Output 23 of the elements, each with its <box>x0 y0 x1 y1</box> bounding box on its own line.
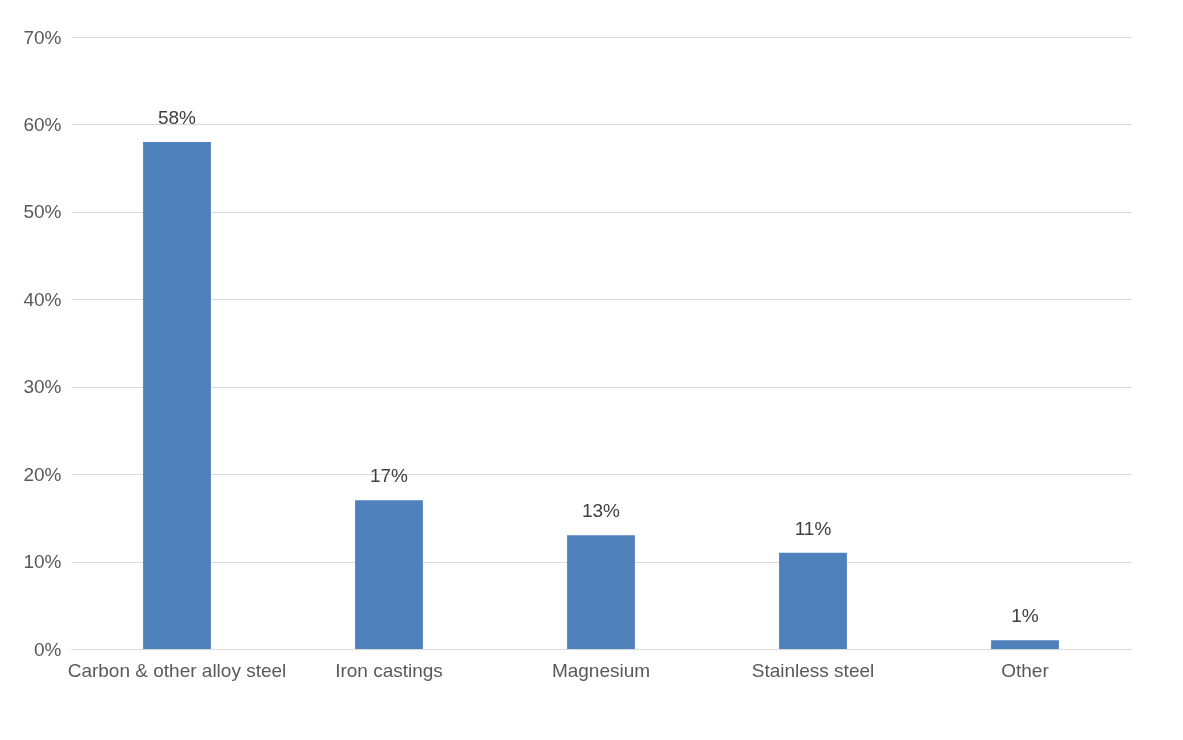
bar <box>567 535 635 649</box>
y-tick-label: 60% <box>23 113 62 135</box>
x-tick-label: Stainless steel <box>751 659 875 681</box>
data-label: 58% <box>157 106 197 128</box>
y-tick-label: 50% <box>23 201 62 223</box>
bar <box>143 141 211 649</box>
y-tick-label: 10% <box>23 551 62 573</box>
y-tick-label: 0% <box>34 638 62 660</box>
x-tick-label: Carbon & other alloy steel <box>67 659 287 681</box>
y-tick-label: 30% <box>23 376 62 398</box>
y-tick-label: 70% <box>23 26 62 48</box>
bar <box>779 552 847 649</box>
y-tick-label: 40% <box>23 288 62 310</box>
data-label: 1% <box>1011 605 1039 627</box>
data-label: 13% <box>581 500 621 522</box>
data-label: 17% <box>369 465 409 487</box>
x-tick-label: Iron castings <box>335 659 443 681</box>
x-tick-label: Other <box>1001 659 1050 681</box>
y-tick-label: 20% <box>23 463 62 485</box>
bar <box>355 500 423 649</box>
bar <box>991 640 1059 649</box>
data-label: 11% <box>794 517 832 539</box>
x-tick-label: Magnesium <box>551 659 651 681</box>
